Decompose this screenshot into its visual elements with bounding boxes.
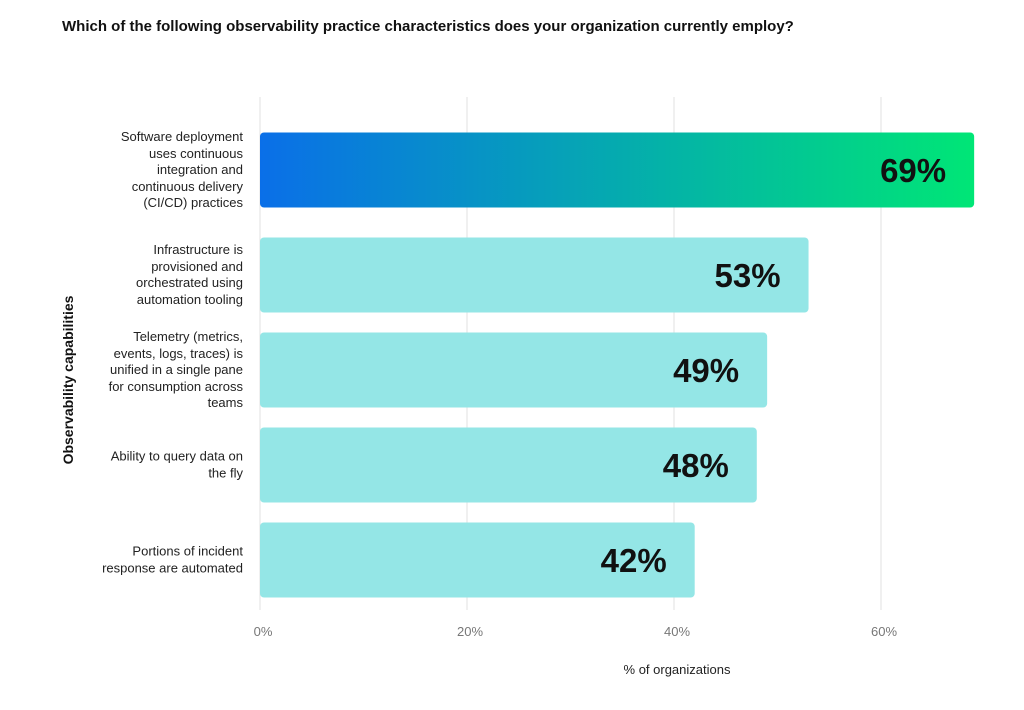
category-label: Software deployment uses continuous inte… [120,128,243,210]
category-label: Infrastructure is provisioned and orches… [136,242,243,307]
chart-title: Which of the following observability pra… [62,18,794,35]
data-label: 69% [880,152,946,189]
x-tick-label: 40% [663,624,691,639]
data-label: 49% [673,352,739,389]
x-tick-label: 20% [456,624,484,639]
x-tick-label: 60% [870,624,898,639]
bar [260,237,809,313]
x-axis-label: % of organizations [623,662,731,677]
data-label: 48% [663,447,729,484]
bar [260,427,757,503]
data-label: 53% [714,257,780,294]
category-label: Telemetry (metrics, events, logs, traces… [108,328,243,410]
bar [260,522,695,598]
x-tick-label: 0% [253,624,273,639]
data-label: 42% [601,542,667,579]
category-label: Portions of incident response are automa… [102,543,243,576]
bar [260,132,975,208]
bar [260,332,768,408]
category-label: Ability to query data on the fly [110,448,243,481]
